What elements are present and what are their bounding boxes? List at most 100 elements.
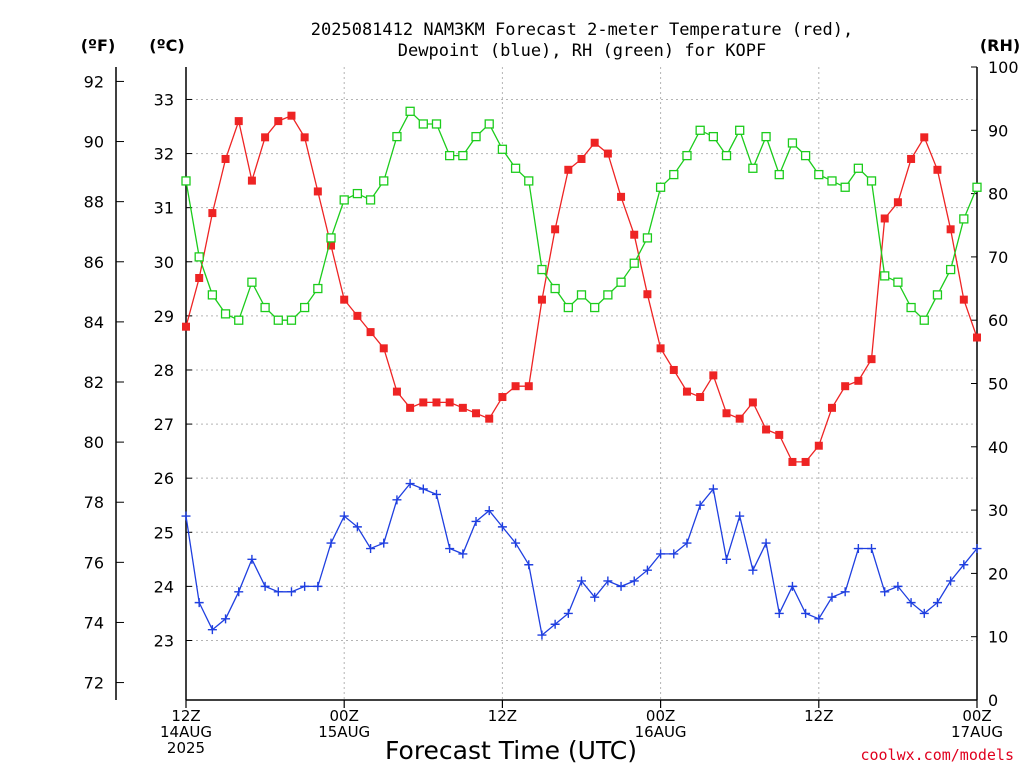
relative-humidity-point bbox=[603, 290, 613, 300]
dewpoint-point bbox=[906, 598, 916, 608]
dewpoint-point bbox=[392, 495, 402, 505]
celsius-tick-label: 26 bbox=[154, 469, 174, 488]
temperature-point bbox=[827, 403, 836, 412]
temperature-point bbox=[379, 344, 388, 353]
relative-humidity-point bbox=[906, 302, 916, 313]
rh-tick-label: 0 bbox=[988, 691, 998, 710]
celsius-tick-label: 27 bbox=[154, 415, 174, 434]
dewpoint-point bbox=[853, 544, 863, 554]
dewpoint-point bbox=[286, 587, 296, 597]
relative-humidity-point bbox=[735, 125, 745, 135]
dewpoint-point bbox=[814, 614, 824, 624]
relative-humidity-point bbox=[590, 302, 600, 313]
temperature-point bbox=[735, 414, 744, 423]
temperature-point bbox=[617, 192, 626, 201]
temperature-point bbox=[406, 403, 415, 412]
time-tick-label: 00Z bbox=[962, 707, 991, 725]
temperature-point bbox=[366, 328, 375, 337]
relative-humidity-point bbox=[682, 150, 692, 161]
temperature-point bbox=[300, 133, 309, 142]
dewpoint-point bbox=[893, 581, 903, 591]
dewpoint-point bbox=[919, 608, 929, 618]
dewpoint-point bbox=[458, 549, 468, 559]
rh-tick-label: 40 bbox=[988, 438, 1008, 457]
temperature-point bbox=[933, 165, 942, 174]
dewpoint-point bbox=[656, 549, 666, 559]
temperature-point bbox=[907, 154, 916, 163]
relative-humidity-point bbox=[550, 283, 560, 294]
temperature-point bbox=[458, 403, 467, 412]
dewpoint-point bbox=[695, 500, 705, 510]
dewpoint-point bbox=[247, 554, 257, 564]
relative-humidity-point bbox=[273, 315, 283, 325]
relative-humidity-point bbox=[893, 277, 903, 287]
relative-humidity-point bbox=[484, 119, 494, 129]
relative-humidity-point bbox=[919, 315, 929, 325]
dewpoint-point bbox=[787, 581, 797, 591]
relative-humidity-point bbox=[458, 150, 468, 161]
dewpoint-point bbox=[932, 598, 942, 608]
relative-humidity-point bbox=[286, 315, 297, 325]
temperature-point bbox=[630, 230, 639, 239]
temperature-point bbox=[603, 149, 612, 158]
temperature-point bbox=[564, 165, 573, 174]
relative-humidity-point bbox=[695, 125, 705, 135]
relative-humidity-point bbox=[669, 169, 679, 180]
relative-humidity-point bbox=[471, 131, 481, 142]
fahrenheit-tick-label: 78 bbox=[84, 493, 104, 512]
relative-humidity-point bbox=[418, 119, 428, 129]
relative-humidity-point bbox=[721, 150, 732, 161]
temperature-point bbox=[247, 176, 256, 185]
relative-humidity-point bbox=[932, 290, 943, 300]
dewpoint-point bbox=[471, 516, 481, 526]
relative-humidity-point bbox=[814, 169, 824, 180]
dewpoint-point bbox=[445, 544, 455, 554]
relative-humidity-point bbox=[365, 195, 376, 205]
relative-humidity-point bbox=[194, 252, 204, 262]
temperature-point bbox=[551, 225, 560, 234]
temperature-point bbox=[208, 209, 217, 218]
fahrenheit-tick-label: 80 bbox=[84, 433, 104, 452]
dewpoint-point bbox=[708, 484, 718, 494]
celsius-axis-unit: (ºC) bbox=[149, 36, 184, 55]
dewpoint-point bbox=[867, 544, 877, 554]
temperature-point bbox=[234, 117, 243, 126]
temperature-point bbox=[762, 425, 771, 434]
dewpoint-point bbox=[563, 608, 573, 618]
rh-tick-label: 60 bbox=[988, 311, 1008, 330]
dewpoint-point bbox=[418, 484, 428, 494]
celsius-tick-label: 33 bbox=[154, 90, 174, 109]
temperature-point bbox=[287, 111, 296, 120]
dewpoint-point bbox=[339, 511, 349, 521]
dewpoint-point bbox=[181, 511, 191, 521]
temperature-point bbox=[195, 274, 204, 282]
relative-humidity-point bbox=[563, 302, 573, 313]
chart-title-line-1: 2025081412 NAM3KM Forecast 2-meter Tempe… bbox=[311, 20, 853, 40]
temperature-point bbox=[880, 214, 889, 223]
rh-tick-label: 30 bbox=[988, 501, 1008, 520]
dewpoint-point bbox=[379, 538, 389, 548]
dewpoint-point bbox=[497, 522, 507, 532]
temperature-point bbox=[485, 414, 494, 423]
fahrenheit-tick-label: 72 bbox=[84, 674, 104, 693]
celsius-tick-label: 29 bbox=[154, 307, 174, 326]
dewpoint-point bbox=[537, 630, 547, 640]
relative-humidity-point bbox=[866, 176, 877, 186]
data-series bbox=[181, 106, 982, 640]
time-tick-label: 12Z bbox=[488, 707, 517, 725]
relative-humidity-point bbox=[708, 131, 718, 142]
fahrenheit-tick-label: 90 bbox=[84, 133, 104, 152]
celsius-tick-label: 31 bbox=[154, 199, 174, 218]
relative-humidity-point bbox=[405, 106, 415, 116]
relative-humidity-point bbox=[326, 233, 336, 243]
dewpoint-point bbox=[642, 565, 652, 575]
dewpoint-point bbox=[577, 576, 586, 586]
temperature-point bbox=[959, 295, 968, 304]
temperature-point bbox=[537, 295, 546, 304]
temperature-point bbox=[801, 457, 810, 466]
dewpoint-point bbox=[366, 544, 376, 554]
dewpoint-point bbox=[260, 581, 270, 591]
rh-tick-label: 80 bbox=[988, 185, 1008, 204]
relative-humidity-point bbox=[642, 233, 653, 243]
dewpoint-point bbox=[801, 608, 811, 618]
